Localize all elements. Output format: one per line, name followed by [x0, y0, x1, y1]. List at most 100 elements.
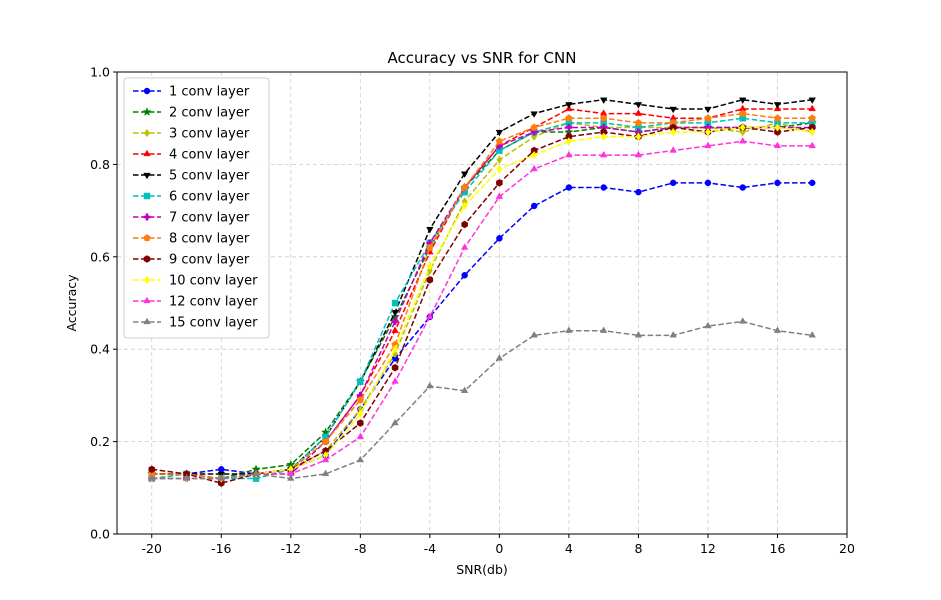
data-point [217, 474, 226, 481]
data-point [599, 97, 608, 105]
legend-marker [143, 87, 151, 95]
data-point [426, 239, 434, 247]
data-point [495, 192, 504, 199]
data-point [391, 299, 399, 307]
legend-label: 3 conv layer [169, 127, 250, 142]
series-line [151, 140, 813, 480]
data-point [704, 123, 712, 131]
legend-entry: 4 conv layer [133, 148, 250, 163]
data-point [738, 137, 747, 144]
legend-label: 7 conv layer [169, 211, 250, 226]
data-point [774, 123, 781, 132]
data-point [739, 184, 746, 191]
x-tick-label: -8 [354, 541, 367, 556]
data-point [460, 386, 469, 393]
legend-entry: 8 conv layer [133, 232, 250, 247]
x-tick-label: -4 [424, 541, 437, 556]
data-point [565, 123, 573, 131]
x-axis-label: SNR(db) [456, 562, 508, 577]
y-tick-label: 0.4 [90, 342, 110, 357]
series-line [151, 126, 813, 480]
legend-marker [143, 192, 151, 200]
data-point [704, 114, 712, 122]
legend-marker [143, 296, 151, 304]
data-point [357, 419, 364, 427]
data-point [461, 220, 468, 229]
data-point [496, 235, 503, 242]
data-point [808, 104, 816, 112]
legend-marker [144, 275, 150, 285]
legend-entry: 7 conv layer [133, 211, 250, 226]
data-point [460, 183, 469, 191]
data-point [391, 418, 399, 426]
data-point [704, 141, 712, 149]
legend-marker [143, 149, 151, 157]
legend: 1 conv layer 2 conv layer 3 conv layer 4 co… [123, 77, 270, 339]
series-line [151, 126, 813, 484]
data-point [391, 317, 399, 325]
data-point [530, 202, 538, 210]
legend-entry: 1 conv layer [133, 85, 250, 100]
data-point [461, 201, 468, 211]
data-point [356, 432, 365, 440]
y-tick-label: 0.0 [90, 527, 110, 542]
y-tick-label: 0.6 [90, 249, 110, 264]
data-point [634, 118, 643, 126]
series-line [151, 117, 813, 480]
data-point [669, 179, 677, 187]
data-point [634, 331, 643, 338]
series-lines [147, 97, 817, 487]
data-point [599, 150, 608, 158]
data-point [635, 132, 642, 141]
y-tick-label: 0.8 [90, 157, 110, 172]
data-point [565, 326, 573, 333]
x-tick-label: -12 [281, 541, 301, 556]
data-point [705, 127, 711, 137]
data-point [496, 179, 503, 187]
x-tick-label: -20 [142, 541, 162, 556]
legend-entry: 9 conv layer [133, 253, 250, 268]
data-point [809, 127, 816, 137]
data-point [218, 466, 225, 473]
data-point [600, 132, 607, 141]
legend-label: 15 conv layer [169, 316, 258, 331]
legend-label: 6 conv layer [169, 190, 250, 205]
data-point [704, 179, 712, 187]
series-line [151, 112, 813, 480]
data-point [530, 111, 538, 118]
data-point [808, 97, 816, 105]
x-tick-label: 16 [770, 541, 786, 556]
legend-entry: 2 conv layer [133, 106, 250, 121]
x-tick-label: 4 [565, 541, 573, 556]
legend-entry: 5 conv layer [133, 169, 250, 184]
axis-ticks: -20 -16 -12 -8 -4 0 4 8 12 16 20 0.0 0.2 0.4 0.6 0.8 1.0 [90, 65, 855, 557]
data-point [739, 123, 746, 132]
legend-label: 9 conv layer [169, 253, 250, 268]
data-point [670, 127, 677, 137]
data-point [774, 128, 781, 136]
data-point [530, 128, 538, 136]
data-point [496, 164, 503, 174]
data-point [773, 114, 782, 122]
data-point [356, 396, 365, 404]
data-point [218, 479, 225, 487]
series-line [151, 98, 813, 475]
legend-label: 8 conv layer [169, 232, 250, 247]
legend-marker [143, 317, 151, 325]
x-tick-label: 20 [839, 541, 855, 556]
data-point [357, 378, 364, 385]
data-point [704, 106, 712, 114]
legend-entry: 3 conv layer [133, 127, 250, 142]
data-point [565, 114, 573, 122]
data-point [495, 354, 504, 361]
data-point [738, 97, 747, 105]
series-line [151, 126, 813, 480]
data-point [426, 261, 433, 271]
data-point [321, 437, 330, 445]
legend-entry: 6 conv layer [133, 190, 250, 205]
legend-label: 2 conv layer [169, 106, 250, 121]
legend-box [123, 77, 270, 339]
legend-label: 12 conv layer [169, 295, 258, 310]
data-point [808, 179, 816, 187]
data-point [426, 276, 434, 284]
